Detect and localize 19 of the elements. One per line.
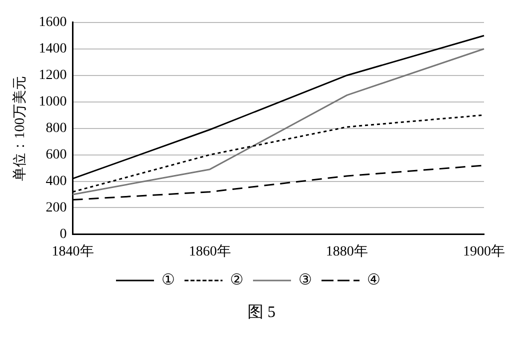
legend-label: ② [230, 272, 243, 288]
y-tick-label: 600 [46, 147, 67, 162]
x-tick-label: 1840年 [52, 243, 94, 260]
y-tick-label: 0 [60, 226, 67, 242]
y-tick-label: 1000 [38, 94, 67, 110]
y-tick-label: 1600 [38, 15, 67, 30]
y-axis-title: 单位：100万美元 [12, 76, 28, 181]
y-tick-label: 1400 [38, 42, 67, 57]
x-tick-label: 1900年 [463, 243, 505, 260]
x-tick-label: 1880年 [326, 243, 368, 260]
legend-label: ③ [298, 272, 312, 288]
y-tick-label: 200 [46, 200, 67, 216]
legend-label: ① [162, 272, 174, 288]
y-tick-label: 800 [46, 120, 67, 136]
x-tick-label: 1860年 [188, 243, 231, 260]
y-tick-label: 1200 [38, 68, 67, 84]
y-tick-label: 400 [46, 174, 67, 189]
legend-label: ④ [367, 272, 380, 288]
caption: 图 5 [246, 303, 276, 323]
